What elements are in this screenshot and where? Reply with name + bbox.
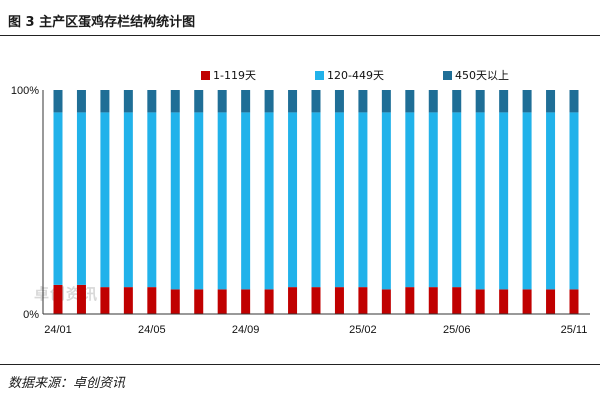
bar-24-01-seg2: [53, 112, 63, 285]
source-note: 数据来源：卓创资讯: [8, 376, 126, 391]
chart-title: 图 3 主产区蛋鸡存栏结构统计图: [8, 15, 196, 30]
bar-24-04-seg2: [123, 112, 133, 288]
bar-25-10-seg3: [546, 90, 556, 113]
bar-24-09-seg3: [241, 90, 251, 113]
bar-24-10-seg1: [264, 289, 274, 314]
legend-swatch-1-119: [201, 70, 210, 80]
bar-25-06-seg1: [452, 287, 462, 314]
bar-24-11-seg2: [288, 112, 298, 288]
bar-24-08-seg2: [217, 112, 227, 290]
bar-24-03-seg1: [100, 287, 110, 314]
bar-24-11-seg3: [288, 90, 298, 113]
bar-25-11-seg1: [569, 289, 579, 314]
bar-25-03-seg3: [381, 90, 391, 113]
bar-25-10-seg2: [546, 112, 556, 290]
bar-25-02-seg3: [358, 90, 368, 113]
legend-label-120-449: 120-449天: [327, 69, 384, 82]
bar-25-09-seg3: [522, 90, 532, 113]
bar-25-05-seg2: [428, 112, 438, 288]
legend: 1-119天 120-449天 450天以上: [0, 67, 600, 83]
x-tick-label-25-06: 25/06: [443, 324, 471, 336]
bar-25-01-seg3: [334, 90, 344, 113]
bar-25-02-seg1: [358, 287, 368, 314]
bar-25-07-seg1: [475, 289, 485, 314]
bar-25-09-seg2: [522, 112, 532, 290]
x-tick-label-25-11: 25/11: [561, 324, 588, 336]
bar-24-06-seg3: [170, 90, 180, 113]
top-rule: [0, 35, 600, 36]
bar-24-07-seg2: [194, 112, 204, 290]
bar-25-11-seg3: [569, 90, 579, 113]
bottom-rule: [0, 364, 600, 365]
bar-25-11-seg2: [569, 112, 579, 290]
bar-24-11-seg1: [288, 287, 298, 314]
bar-25-04-seg3: [405, 90, 415, 113]
x-tick-label-25-02: 25/02: [349, 324, 377, 336]
bar-24-06-seg2: [170, 112, 180, 290]
legend-swatch-450-plus: [443, 70, 452, 80]
bar-25-01-seg1: [334, 287, 344, 314]
bar-25-06-seg2: [452, 112, 462, 288]
bar-24-08-seg3: [217, 90, 227, 113]
bar-24-04-seg1: [123, 287, 133, 314]
bar-24-06-seg1: [170, 289, 180, 314]
bar-24-10-seg3: [264, 90, 274, 113]
y-tick-label-0: 0%: [23, 309, 39, 321]
bar-24-12-seg1: [311, 287, 321, 314]
bar-25-05-seg3: [428, 90, 438, 113]
bar-24-03-seg3: [100, 90, 110, 113]
legend-item-120-449: 120-449天: [315, 67, 384, 83]
legend-label-1-119: 1-119天: [213, 69, 256, 82]
bar-25-06-seg3: [452, 90, 462, 113]
bar-24-07-seg1: [194, 289, 204, 314]
bar-24-02-seg1: [76, 284, 86, 314]
bar-24-12-seg3: [311, 90, 321, 113]
bar-24-05-seg3: [147, 90, 157, 113]
legend-item-450-plus: 450天以上: [443, 67, 509, 83]
bar-24-03-seg2: [100, 112, 110, 288]
bar-24-09-seg2: [241, 112, 251, 290]
bar-25-07-seg3: [475, 90, 485, 113]
bar-25-08-seg3: [499, 90, 509, 113]
bar-24-01-seg1: [53, 284, 63, 314]
bar-25-01-seg2: [334, 112, 344, 288]
bar-24-12-seg2: [311, 112, 321, 288]
bar-24-05-seg1: [147, 287, 157, 314]
bar-25-07-seg2: [475, 112, 485, 290]
bar-25-03-seg1: [381, 289, 391, 314]
bar-25-09-seg1: [522, 289, 532, 314]
bar-24-02-seg2: [76, 112, 86, 285]
bar-24-05-seg2: [147, 112, 157, 288]
bar-24-09-seg1: [241, 289, 251, 314]
bar-25-04-seg2: [405, 112, 415, 288]
bar-25-10-seg1: [546, 289, 556, 314]
legend-item-1-119: 1-119天: [201, 67, 256, 83]
x-tick-label-24-01: 24/01: [44, 324, 72, 336]
y-tick-label-100: 100%: [11, 85, 39, 97]
bar-25-04-seg1: [405, 287, 415, 314]
bar-24-02-seg3: [76, 90, 86, 113]
x-tick-label-24-09: 24/09: [232, 324, 260, 336]
bar-24-08-seg1: [217, 289, 227, 314]
bar-24-07-seg3: [194, 90, 204, 113]
bar-25-08-seg1: [499, 289, 509, 314]
legend-swatch-120-449: [315, 70, 324, 80]
bar-25-08-seg2: [499, 112, 509, 290]
bar-25-02-seg2: [358, 112, 368, 288]
x-tick-label-24-05: 24/05: [138, 324, 166, 336]
bar-25-05-seg1: [428, 287, 438, 314]
legend-label-450-plus: 450天以上: [455, 69, 509, 82]
bar-24-01-seg3: [53, 90, 63, 113]
bar-24-10-seg2: [264, 112, 274, 290]
bar-24-04-seg3: [123, 90, 133, 113]
bar-25-03-seg2: [381, 112, 391, 290]
